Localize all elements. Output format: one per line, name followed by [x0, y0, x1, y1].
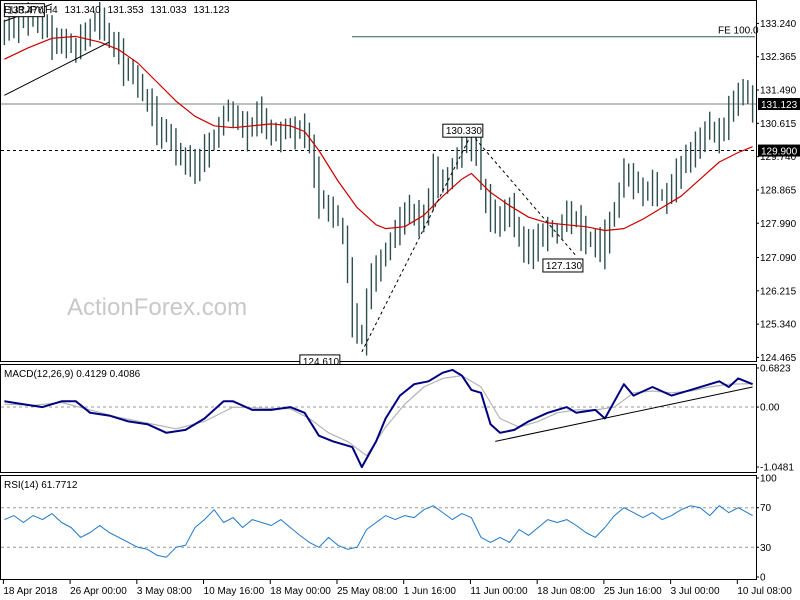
price-tick-label: 124.465 — [760, 353, 797, 364]
x-tick-label: 1 Jun 16:00 — [404, 586, 457, 597]
macd-tick-label: 0.6823 — [760, 364, 791, 375]
x-axis: 18 Apr 2018 26 Apr 00:00 3 May 08:00 10 May… — [2, 580, 792, 597]
header-high: 131.353 — [107, 5, 144, 16]
price-tick-label: 133.240 — [760, 19, 797, 30]
annotation-box — [542, 258, 584, 273]
macd-tick-label: -1.0481 — [760, 463, 794, 474]
trend-line-top-left — [4, 41, 110, 96]
projection-dashed-line — [471, 133, 577, 257]
annotation-box — [442, 123, 484, 138]
rsi-tick-label: 30 — [760, 543, 772, 554]
rsi-pane-frame — [0, 475, 757, 580]
x-tick-label: 26 Apr 00:00 — [70, 586, 127, 597]
annotation-label: 124.610 — [303, 357, 340, 368]
x-tick-label: 11 Jun 00:00 — [470, 586, 528, 597]
sma-line — [4, 35, 753, 232]
x-tick-label: 18 Jun 08:00 — [537, 586, 595, 597]
macd-tick-label: 0.00 — [760, 403, 780, 414]
macd-y-axis: 0.6823 0.00 -1.0481 — [756, 364, 794, 474]
macd-pane-frame — [0, 364, 757, 473]
projection-dashed-line — [361, 133, 472, 353]
rsi-title: RSI(14) 61.7712 — [4, 480, 78, 491]
annotation-label: 133.470 — [7, 6, 44, 17]
x-tick-label: 3 May 08:00 — [137, 586, 192, 597]
rsi-tick-label: 0 — [760, 573, 766, 584]
header-open: 131.340 — [65, 5, 102, 16]
price-pane: ActionForex.com FE 100.0 133.470124.6101… — [0, 0, 800, 369]
price-tick-label: 127.990 — [760, 219, 797, 230]
price-overlays: 133.470 124.610 130.330 127.130 — [3, 3, 584, 369]
price-tick-label: 127.090 — [760, 253, 797, 264]
header-symbol: EURJPY,H4 — [4, 5, 58, 16]
current-price-label: 131.123 — [761, 100, 798, 111]
price-y-axis: 133.240 132.365 131.490 130.615 129.740 128.8… — [756, 19, 800, 364]
macd-pane: 0.6823 0.00 -1.0481 MACD(12,26,9) 0.4129 0… — [0, 364, 794, 474]
x-tick-label: 25 Jun 16:00 — [604, 586, 662, 597]
price-tick-label: 131.490 — [760, 86, 797, 97]
macd-lines — [4, 368, 753, 469]
annotation-label: 130.330 — [446, 126, 483, 137]
price-tick-label: 132.365 — [760, 52, 797, 63]
rsi-y-axis: 100 70 30 0 — [756, 474, 777, 584]
price-candles — [3, 1, 754, 356]
price-pane-frame — [0, 0, 757, 362]
price-tick-label: 130.615 — [760, 119, 797, 130]
x-tick-label: 10 Jul 08:00 — [737, 586, 792, 597]
rsi-tick-label: 70 — [760, 503, 772, 514]
price-horizontal-lines: FE 100.0 — [1, 26, 759, 152]
macd-title: MACD(12,26,9) 0.4129 0.4086 — [4, 369, 141, 380]
x-tick-label: 25 May 08:00 — [337, 586, 398, 597]
rsi-pane: 100 70 30 0 RSI(14) 61.7712 — [0, 474, 777, 584]
rsi-tick-label: 100 — [760, 474, 777, 485]
x-tick-label: 10 May 16:00 — [204, 586, 265, 597]
fe-label: FE 100.0 — [718, 26, 759, 37]
rsi-line — [4, 505, 753, 558]
header-close: 131.123 — [193, 5, 230, 16]
price-tick-label: 126.215 — [760, 286, 797, 297]
watermark: ActionForex.com — [67, 294, 247, 321]
moving-average-line — [4, 35, 753, 232]
macd-main-line — [4, 368, 753, 469]
price-tick-label: 128.865 — [760, 185, 797, 196]
x-tick-label: 18 May 00:00 — [270, 586, 331, 597]
x-tick-label: 3 Jul 00:00 — [671, 586, 720, 597]
header-low: 131.033 — [150, 5, 187, 16]
price-tick-label: 125.340 — [760, 320, 797, 331]
current-price-box — [758, 97, 800, 110]
annotation-box — [3, 3, 45, 18]
level-price-label: 129.900 — [761, 147, 798, 158]
level-price-box — [758, 144, 800, 157]
macd-trendline — [495, 386, 753, 442]
price-tick-label: 129.740 — [760, 152, 797, 163]
rsi-lines — [4, 505, 753, 558]
annotation-label: 127.130 — [546, 261, 583, 272]
x-tick-label: 18 Apr 2018 — [3, 586, 57, 597]
price-header: EURJPY,H4 131.340 131.353 131.033 131.12… — [4, 5, 230, 16]
